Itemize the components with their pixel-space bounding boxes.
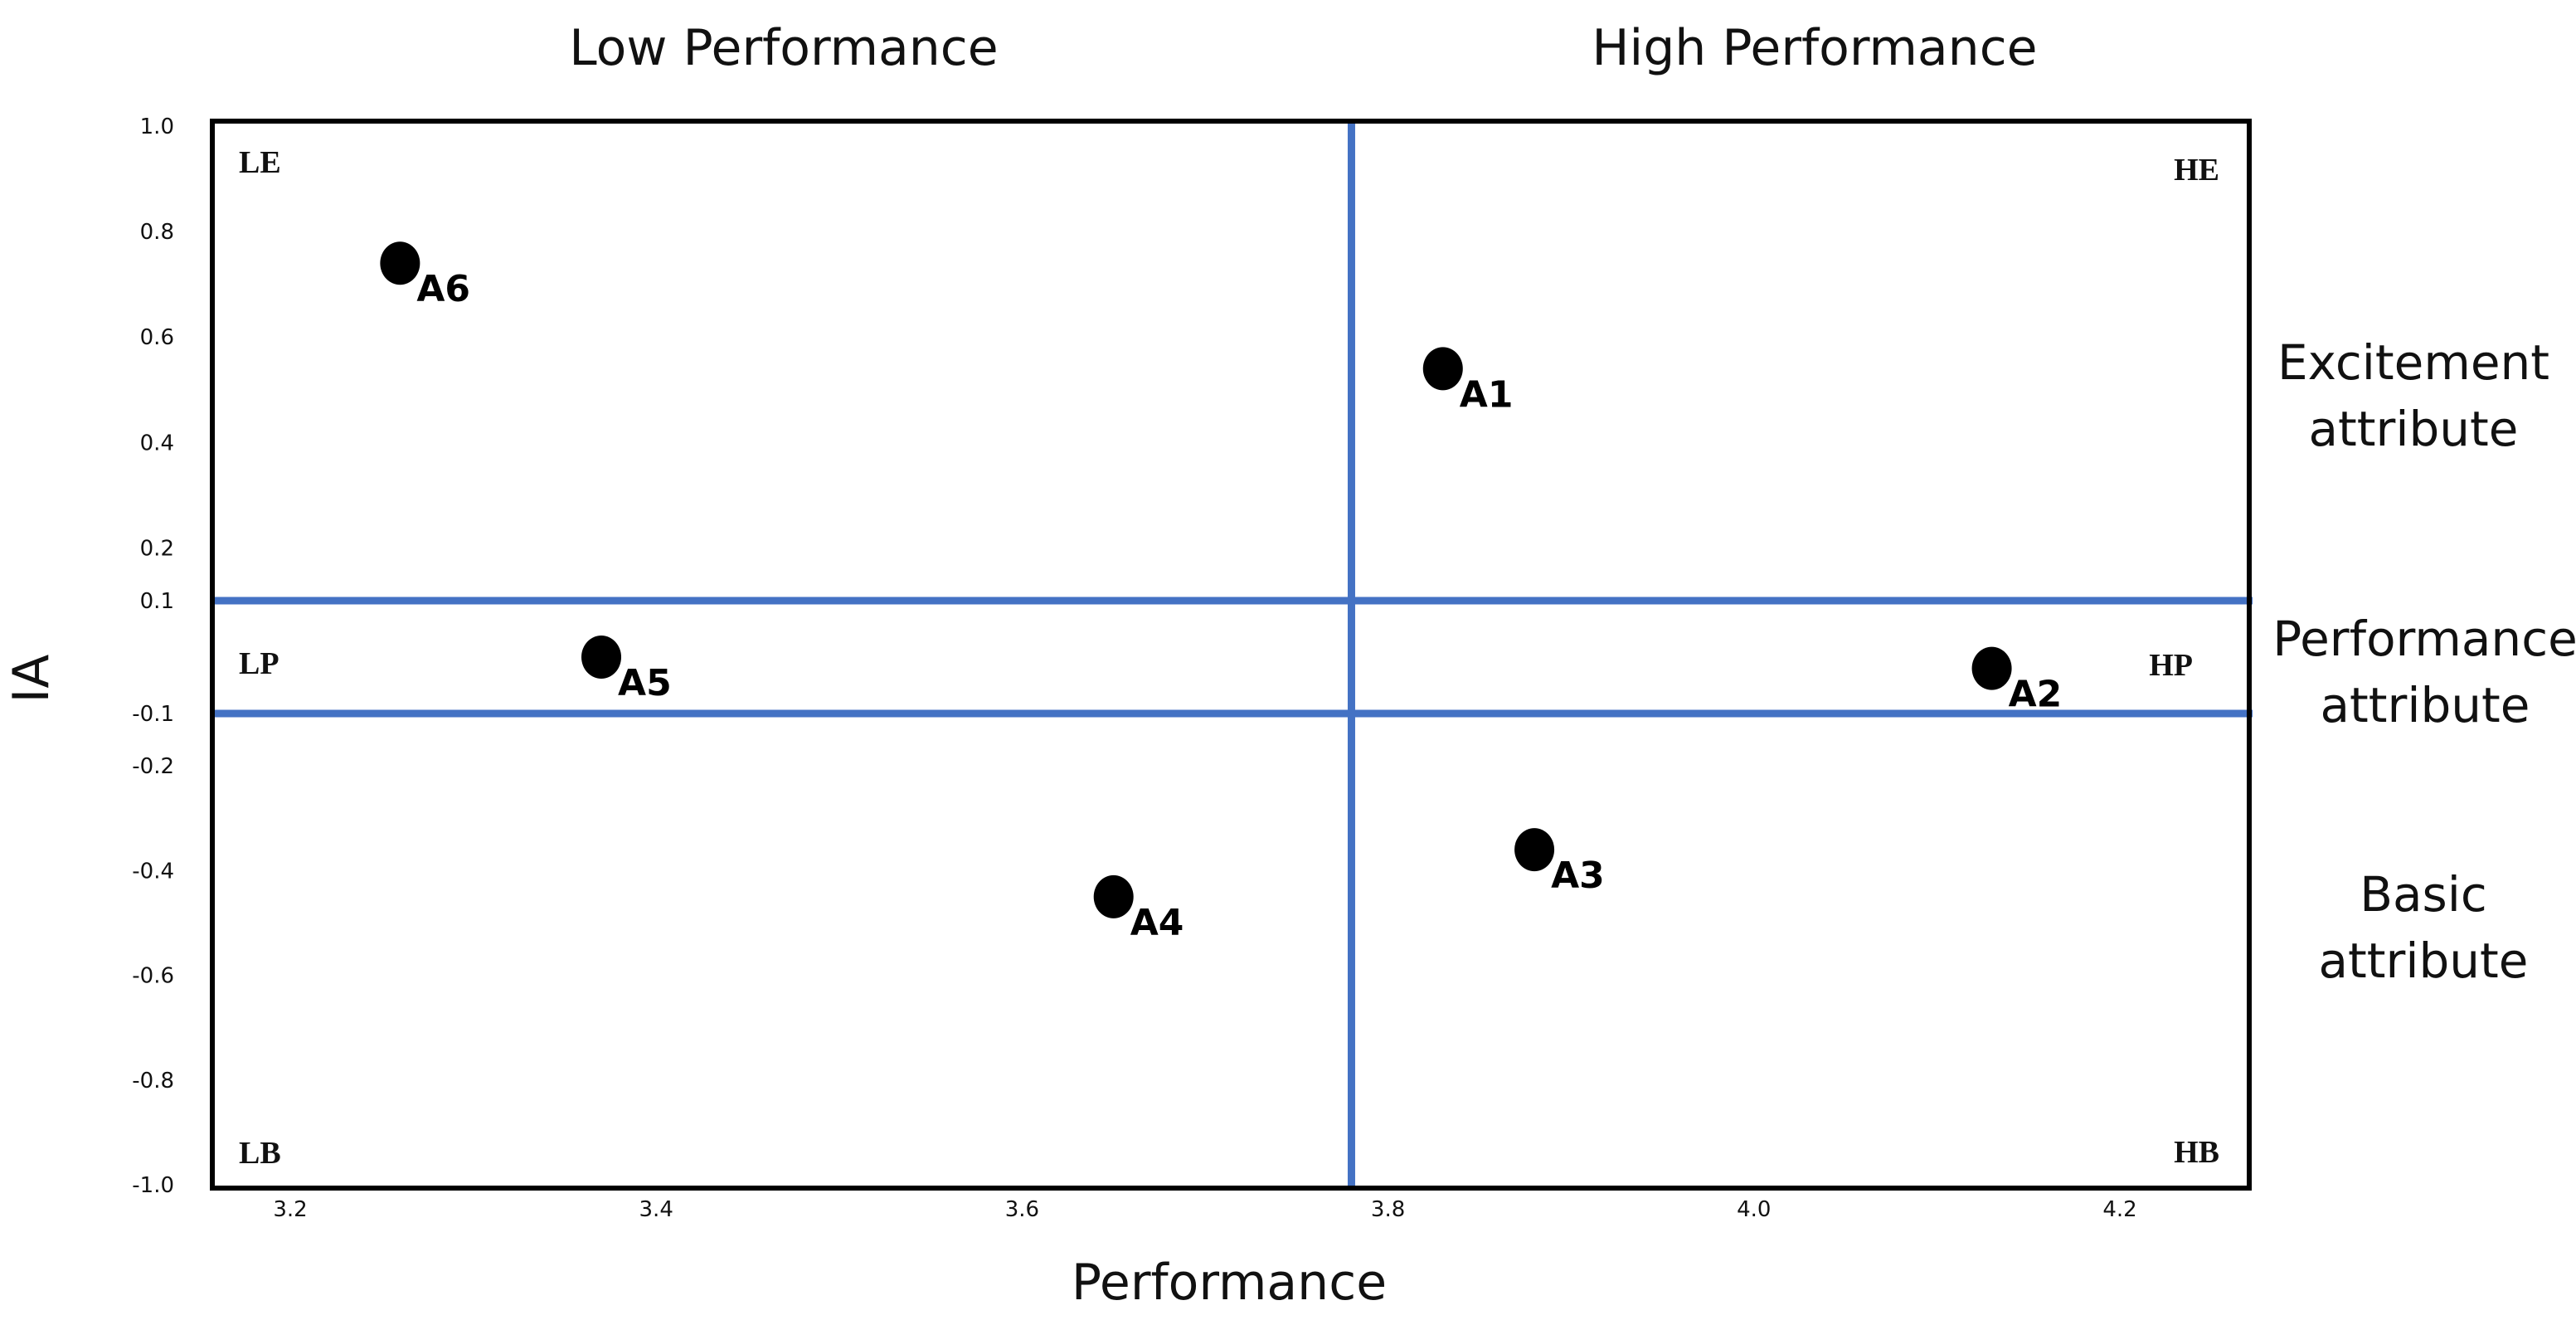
x-axis-ticks: 3.2 3.4 3.6 3.8 4.0 4.2 <box>273 1197 2136 1222</box>
data-point-label-a3: A3 <box>1551 855 1605 897</box>
y-tick-label: -0.2 <box>132 754 174 779</box>
data-point-label-a1: A1 <box>1460 373 1514 416</box>
y-tick-label: 0.8 <box>140 220 174 245</box>
data-points: A1 A2 A3 A4 A5 A6 <box>380 241 2062 944</box>
x-tick-label: 3.8 <box>1371 1197 1405 1222</box>
row-label-basic-line2: attribute <box>2319 933 2529 989</box>
y-tick-label: -0.1 <box>132 702 174 727</box>
y-tick-label: -0.4 <box>132 859 174 884</box>
quadrant-label-hb: HB <box>2174 1135 2219 1170</box>
data-point-a5 <box>581 636 622 679</box>
y-tick-label: 0.1 <box>140 589 174 614</box>
x-tick-label: 4.2 <box>2102 1197 2136 1222</box>
data-point-label-a4: A4 <box>1130 902 1184 944</box>
y-tick-label: -0.6 <box>132 964 174 989</box>
divider-lines <box>212 121 2253 1188</box>
row-label-performance-line1: Performance <box>2272 611 2576 667</box>
row-label-performance-line2: attribute <box>2321 677 2530 733</box>
plot-frame <box>210 119 2252 1191</box>
y-axis-title: IA <box>2 655 61 704</box>
data-point-label-a2: A2 <box>2009 674 2063 716</box>
y-tick-label: 0.6 <box>140 325 174 350</box>
x-axis-title: Performance <box>1072 1254 1387 1312</box>
y-tick-label: 0.4 <box>140 431 174 455</box>
data-point-label-a5: A5 <box>618 662 672 704</box>
y-axis-ticks: 1.0 0.8 0.6 0.4 0.2 0.1 -0.1 -0.2 -0.4 -0.6 -0.8 -1… <box>132 114 174 1198</box>
quadrant-label-lp: LP <box>239 646 279 681</box>
x-tick-label: 4.0 <box>1737 1197 1771 1222</box>
y-tick-label: 1.0 <box>140 114 174 139</box>
data-point-label-a6: A6 <box>416 268 470 310</box>
column-header-low-performance: Low Performance <box>569 19 998 77</box>
data-point-a1 <box>1422 347 1463 391</box>
y-tick-label: 0.2 <box>140 536 174 561</box>
quadrant-label-lb: LB <box>239 1136 281 1171</box>
quadrant-label-hp: HP <box>2149 648 2193 683</box>
data-point-a3 <box>1514 828 1555 872</box>
y-tick-label: -0.8 <box>132 1069 174 1094</box>
row-label-excitement-line1: Excitement <box>2277 334 2549 391</box>
data-point-a2 <box>1971 646 2012 690</box>
row-label-basic-line1: Basic <box>2360 866 2487 923</box>
data-point-a6 <box>380 241 420 285</box>
x-tick-label: 3.4 <box>639 1197 673 1222</box>
quadrant-label-le: LE <box>239 145 281 180</box>
column-header-high-performance: High Performance <box>1592 19 2037 77</box>
x-tick-label: 3.6 <box>1005 1197 1039 1222</box>
data-point-a4 <box>1093 874 1134 918</box>
x-tick-label: 3.2 <box>273 1197 307 1222</box>
y-tick-label: -1.0 <box>132 1173 174 1198</box>
row-label-excitement-line2: attribute <box>2309 401 2519 457</box>
quadrant-label-he: HE <box>2174 153 2219 188</box>
